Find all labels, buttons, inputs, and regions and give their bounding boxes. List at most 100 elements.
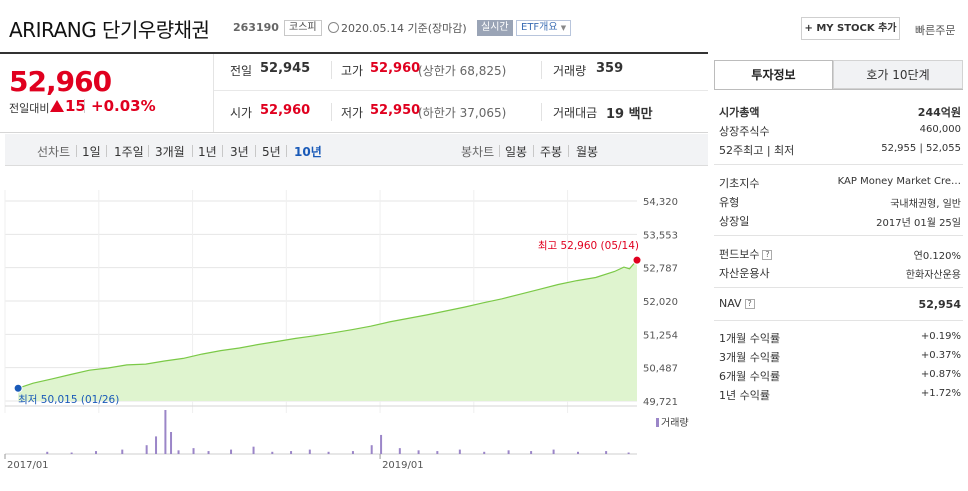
etf-overview-dropdown[interactable]: ETF개요 ▼ xyxy=(516,20,572,36)
period-3y[interactable]: 3년 xyxy=(230,145,249,159)
volume-bar xyxy=(207,451,210,454)
prev-close-label: 전일 xyxy=(230,64,253,78)
candle-chart-toggle[interactable]: 봉차트 xyxy=(461,145,495,159)
volume-legend: 거래량 xyxy=(661,417,689,429)
volume-bar xyxy=(398,448,401,454)
period-1w[interactable]: 1주일 xyxy=(114,145,144,159)
x-tick-label: 2019/01 xyxy=(382,460,424,471)
y-tick-label: 54,320 xyxy=(643,197,678,208)
change-rate: +0.03% xyxy=(91,97,156,115)
volume-bar xyxy=(370,445,373,454)
period-1d[interactable]: 1일 xyxy=(82,145,101,159)
divider xyxy=(533,145,534,157)
info-label: 상장주식수 xyxy=(719,125,770,138)
info-label: 펀드보수? xyxy=(719,246,773,262)
tab-invest-info[interactable]: 투자정보 xyxy=(714,60,833,89)
volume-bar xyxy=(552,449,555,454)
info-label: 상장일 xyxy=(719,215,750,228)
volume-bar xyxy=(170,432,173,454)
nav-label-text: NAV xyxy=(719,297,742,310)
volume-bar xyxy=(507,450,510,454)
info-value: 2017년 01월 25일 xyxy=(876,218,961,229)
volume-bar xyxy=(95,451,98,454)
low-point-marker xyxy=(13,383,23,393)
date-label: 2020.05.14 기준(장마감) xyxy=(341,22,467,35)
period-3m[interactable]: 3개월 xyxy=(155,145,185,159)
divider xyxy=(714,287,963,288)
divider xyxy=(331,61,332,79)
y-tick-label: 52,787 xyxy=(643,264,678,275)
y-tick-label: 51,254 xyxy=(643,330,678,341)
divider xyxy=(76,145,77,157)
volume-bar xyxy=(192,448,195,454)
divider xyxy=(714,320,963,321)
line-chart-toggle[interactable]: 선차트 xyxy=(37,145,71,159)
prev-close-value: 52,945 xyxy=(260,61,311,76)
high-label: 고가 xyxy=(341,64,364,78)
candle-monthly[interactable]: 월봉 xyxy=(576,145,599,159)
tab-rule xyxy=(714,89,963,90)
volume-bar xyxy=(230,449,233,454)
volume-bar xyxy=(327,451,330,454)
y-tick-label: 49,721 xyxy=(643,397,678,408)
info-label-text: 펀드보수 xyxy=(719,248,760,261)
date-text: 2020.05.14 기준(장마감) xyxy=(326,20,467,36)
tab-ask-10[interactable]: 호가 10단계 xyxy=(833,60,963,89)
high-point-marker xyxy=(632,255,642,265)
upper-limit: (상한가 68,825) xyxy=(418,64,507,78)
add-my-stock-button[interactable]: + MY STOCK 추가 xyxy=(801,17,900,40)
y-axis-ticks: 54,320 53,553 52,787 52,020 51,254 50,487 49,7… xyxy=(643,197,678,408)
divider xyxy=(714,164,963,165)
open-value: 52,960 xyxy=(260,103,311,118)
info-value: 연0.120% xyxy=(913,251,961,262)
volume-bar xyxy=(271,451,274,454)
return-value: +1.72% xyxy=(920,388,961,399)
price-line xyxy=(17,259,638,389)
info-value: KAP Money Market Cre… xyxy=(837,176,961,187)
help-icon[interactable]: ? xyxy=(762,250,773,260)
realtime-badge[interactable]: 실시간 xyxy=(477,20,513,36)
price-area-fill xyxy=(18,260,638,401)
return-label: 1개월 수익률 xyxy=(719,332,781,345)
price-chart[interactable]: 54,320 53,553 52,787 52,020 51,254 50,487 49,7… xyxy=(0,170,708,491)
y-tick-label: 53,553 xyxy=(643,230,678,241)
header-rule xyxy=(0,52,708,54)
return-value: +0.37% xyxy=(920,350,961,361)
divider xyxy=(499,145,500,157)
change-label: 전일대비 xyxy=(9,102,50,115)
low-annotation: 최저 50,015 (01/26) xyxy=(18,394,119,406)
candle-daily[interactable]: 일봉 xyxy=(505,145,528,159)
period-1y[interactable]: 1년 xyxy=(198,145,217,159)
low-value: 52,950 xyxy=(370,103,421,118)
quick-order-link[interactable]: 빠른주문 xyxy=(915,24,956,37)
etf-overview-label: ETF개요 xyxy=(521,22,558,33)
info-label: 유형 xyxy=(719,196,740,209)
divider xyxy=(222,145,223,157)
divider xyxy=(192,145,193,157)
volume-bar xyxy=(380,434,383,454)
x-axis-ticks: 2017/01 2019/01 xyxy=(4,454,424,471)
divider xyxy=(106,145,107,157)
volume-bar xyxy=(145,445,148,454)
volume-bar xyxy=(252,446,255,454)
current-price: 52,960 xyxy=(9,65,112,98)
volume-bar xyxy=(351,451,354,454)
market-badge: 코스피 xyxy=(284,20,322,36)
high-value: 52,960 xyxy=(370,61,421,76)
row-divider xyxy=(214,90,708,91)
period-10y[interactable]: 10년 xyxy=(294,145,322,159)
y-tick-label: 50,487 xyxy=(643,364,678,375)
help-icon[interactable]: ? xyxy=(744,299,755,309)
volume-bar xyxy=(177,450,180,454)
volume-bar xyxy=(530,451,533,454)
volume-bar xyxy=(155,436,158,454)
return-label: 3개월 수익률 xyxy=(719,351,781,364)
period-5y[interactable]: 5년 xyxy=(262,145,281,159)
stock-name: ARIRANG 단기우량채권 xyxy=(9,18,210,42)
info-label: 시가총액 xyxy=(719,106,760,119)
candle-weekly[interactable]: 주봉 xyxy=(540,145,563,159)
volume-bar xyxy=(290,451,293,454)
volume-legend-swatch xyxy=(656,418,659,427)
volume-bar xyxy=(483,451,486,454)
return-label: 6개월 수익률 xyxy=(719,370,781,383)
